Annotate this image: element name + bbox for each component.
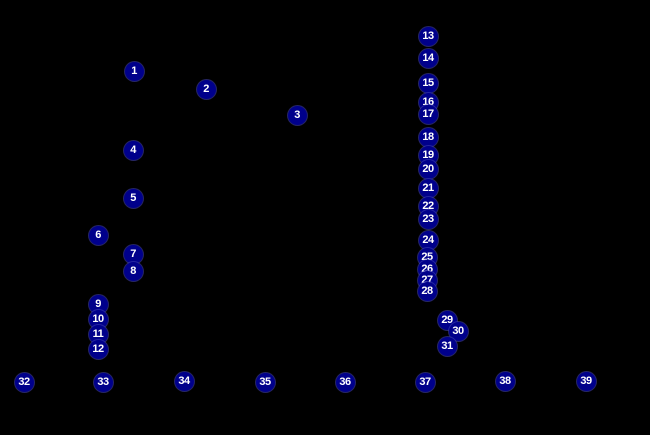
som-marker-12[interactable]: 12 bbox=[88, 339, 108, 359]
som-marker-6[interactable]: 6 bbox=[88, 225, 108, 245]
som-marker-21[interactable]: 21 bbox=[418, 178, 438, 198]
som-marker-23[interactable]: 23 bbox=[418, 209, 438, 229]
som-marker-36[interactable]: 36 bbox=[335, 372, 355, 392]
som-marker-38[interactable]: 38 bbox=[495, 371, 515, 391]
som-marker-18[interactable]: 18 bbox=[418, 127, 438, 147]
som-marker-2[interactable]: 2 bbox=[196, 79, 216, 99]
som-marker-34[interactable]: 34 bbox=[174, 371, 194, 391]
som-marker-5[interactable]: 5 bbox=[123, 188, 143, 208]
som-marker-10[interactable]: 10 bbox=[88, 309, 108, 329]
som-marker-31[interactable]: 31 bbox=[437, 336, 457, 356]
som-marker-14[interactable]: 14 bbox=[418, 48, 438, 68]
som-marker-7[interactable]: 7 bbox=[123, 244, 143, 264]
som-marker-37[interactable]: 37 bbox=[415, 372, 435, 392]
som-marker-28[interactable]: 28 bbox=[417, 281, 437, 301]
som-marker-3[interactable]: 3 bbox=[287, 105, 307, 125]
som-marker-32[interactable]: 32 bbox=[14, 372, 34, 392]
som-marker-8[interactable]: 8 bbox=[123, 261, 143, 281]
som-marker-15[interactable]: 15 bbox=[418, 73, 438, 93]
som-marker-9[interactable]: 9 bbox=[88, 294, 108, 314]
som-marker-1[interactable]: 1 bbox=[124, 61, 144, 81]
som-marker-4[interactable]: 4 bbox=[123, 140, 143, 160]
som-marker-24[interactable]: 24 bbox=[418, 230, 438, 250]
som-marker-11[interactable]: 11 bbox=[88, 324, 108, 344]
som-marker-19[interactable]: 19 bbox=[418, 145, 438, 165]
som-marker-20[interactable]: 20 bbox=[418, 159, 438, 179]
som-marker-17[interactable]: 17 bbox=[418, 104, 438, 124]
som-marker-39[interactable]: 39 bbox=[576, 371, 596, 391]
som-marker-35[interactable]: 35 bbox=[255, 372, 275, 392]
som-marker-33[interactable]: 33 bbox=[93, 372, 113, 392]
som-marker-30[interactable]: 30 bbox=[448, 321, 468, 341]
som-marker-13[interactable]: 13 bbox=[418, 26, 438, 46]
